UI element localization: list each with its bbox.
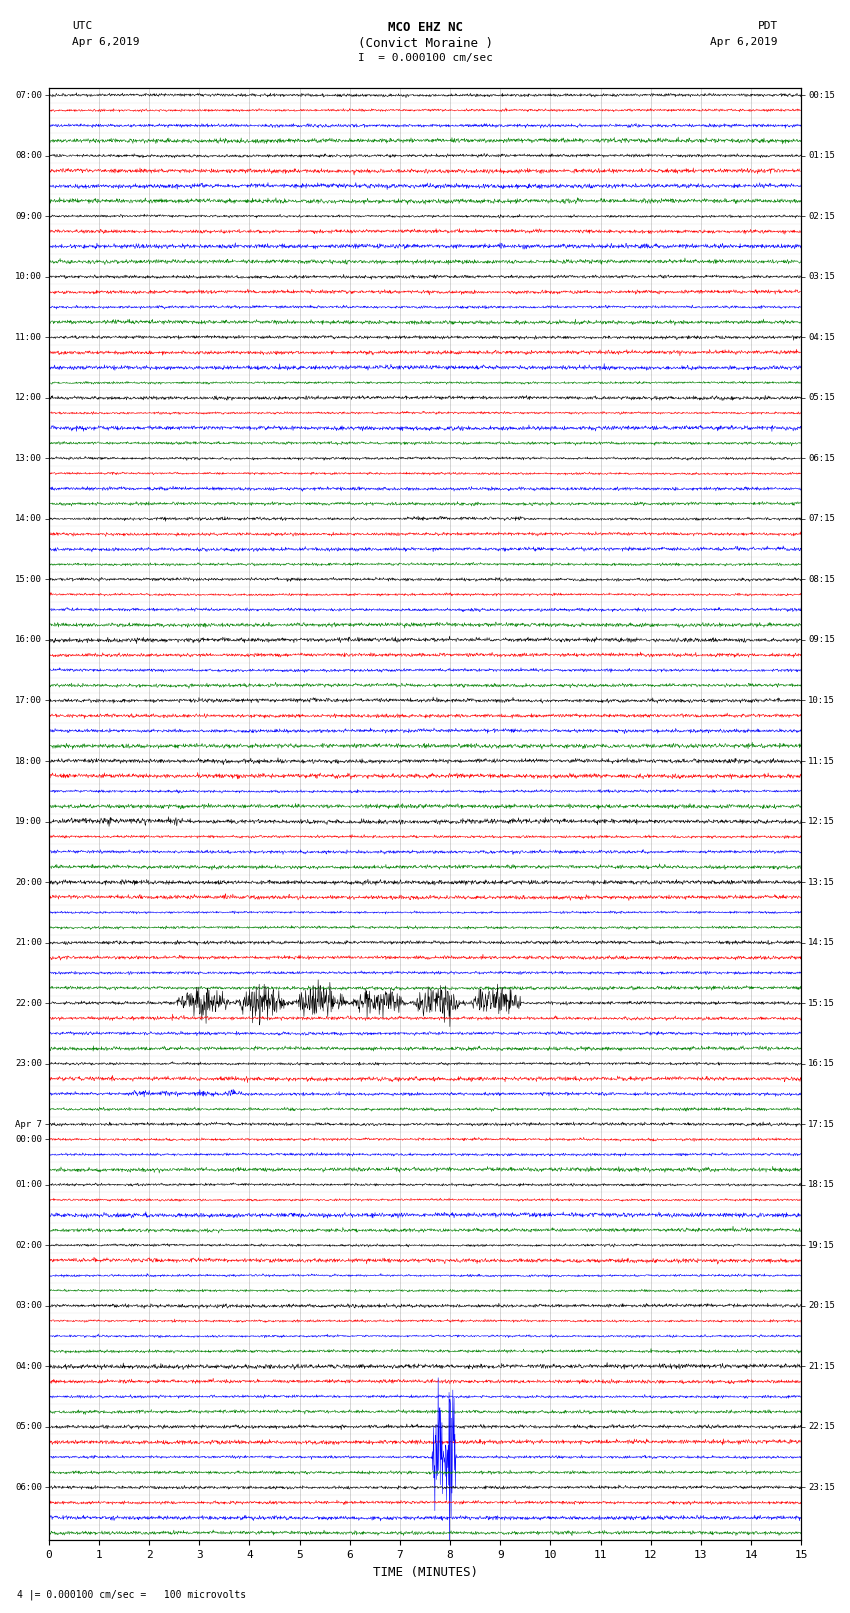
- Text: Apr 6,2019: Apr 6,2019: [711, 37, 778, 47]
- Text: I  = 0.000100 cm/sec: I = 0.000100 cm/sec: [358, 53, 492, 63]
- Text: (Convict Moraine ): (Convict Moraine ): [358, 37, 492, 50]
- Text: UTC: UTC: [72, 21, 93, 31]
- Text: PDT: PDT: [757, 21, 778, 31]
- Text: Apr 6,2019: Apr 6,2019: [72, 37, 139, 47]
- Text: MCO EHZ NC: MCO EHZ NC: [388, 21, 462, 34]
- X-axis label: TIME (MINUTES): TIME (MINUTES): [372, 1566, 478, 1579]
- Text: 4 |= 0.000100 cm/sec =   100 microvolts: 4 |= 0.000100 cm/sec = 100 microvolts: [17, 1589, 246, 1600]
